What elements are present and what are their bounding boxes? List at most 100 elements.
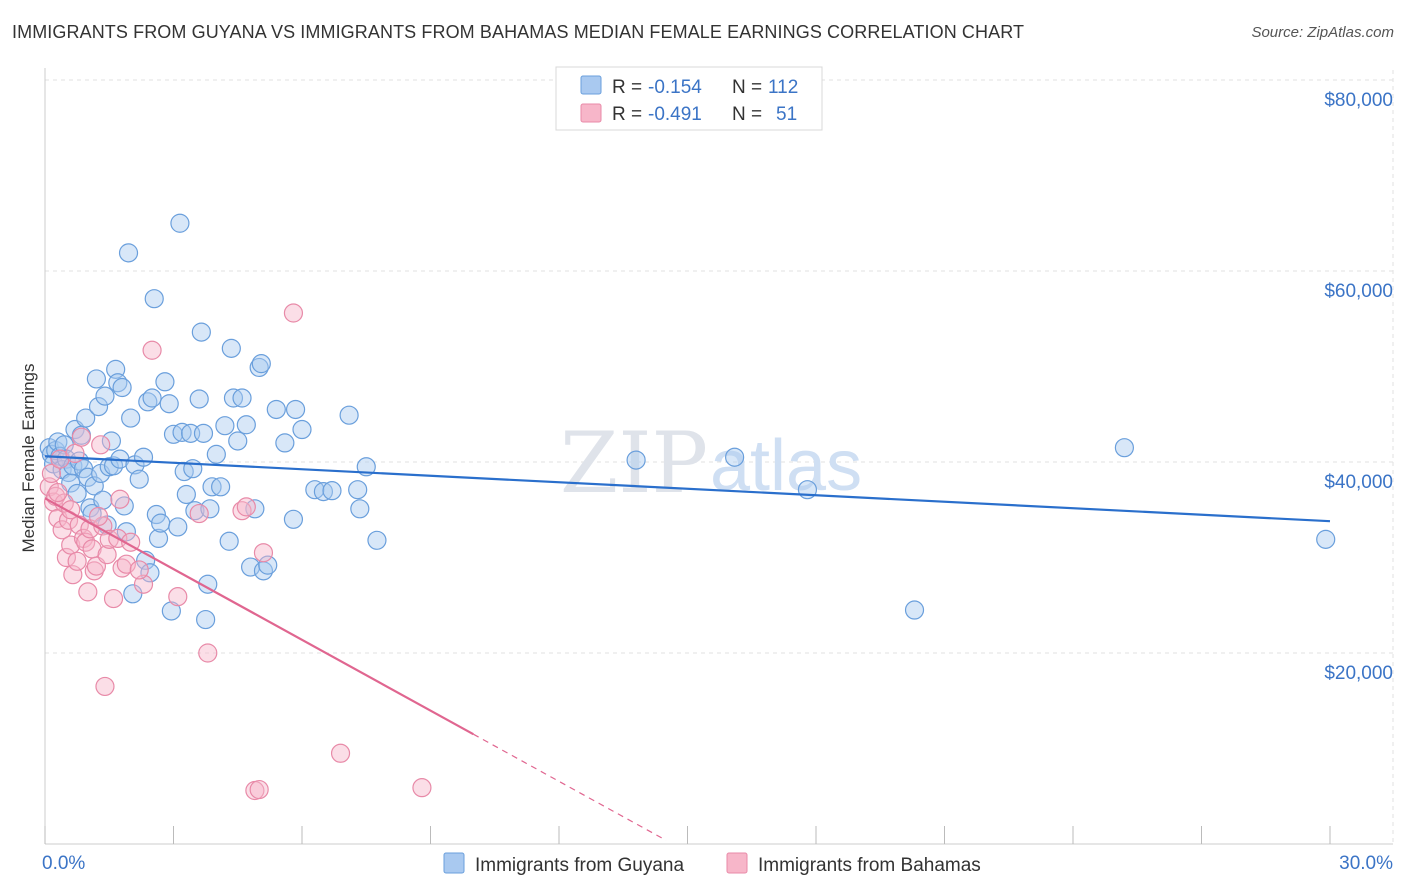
guyana-point-99 xyxy=(725,447,745,467)
guyana-point-45 xyxy=(140,563,160,583)
x-tick-label-min: 0.0% xyxy=(42,853,85,874)
bahamas-point-18 xyxy=(78,582,98,602)
guyana-point-68 xyxy=(200,499,220,519)
guyana-point-92 xyxy=(322,481,342,501)
guyana-point-53 xyxy=(161,601,181,621)
bahamas-point-43 xyxy=(253,543,274,563)
bahamas-point-35 xyxy=(142,340,162,360)
guyana-point-51 xyxy=(155,372,175,392)
bahamas-trend-extension xyxy=(473,733,667,841)
watermark: ZIP atlas xyxy=(560,414,862,512)
y-tick-labels: $20,000 $40,000 $60,000 $80,000 xyxy=(1324,90,1393,684)
legend-bahamas-swatch xyxy=(580,103,602,123)
guyana-point-26 xyxy=(95,386,115,406)
guyana-point-37 xyxy=(118,243,139,263)
guyana-point-55 xyxy=(168,517,188,537)
guyana-point-34 xyxy=(112,377,132,398)
guyana-point-71 xyxy=(211,477,231,497)
guyana-point-13 xyxy=(67,483,87,504)
bahamas-point-23 xyxy=(91,435,111,455)
bahamas-point-30 xyxy=(110,489,130,509)
guyana-point-79 xyxy=(241,557,261,577)
guyana-point-101 xyxy=(904,600,925,620)
guyana-point-21 xyxy=(84,476,104,496)
guyana-point-87 xyxy=(283,509,304,529)
legend-guyana-marker xyxy=(443,852,465,874)
y-tick-label-3: $80,000 xyxy=(1324,90,1393,111)
guyana-point-65 xyxy=(193,423,214,443)
guyana-point-22 xyxy=(86,369,107,389)
legend-bahamas-marker xyxy=(726,852,748,874)
guyana-point-70 xyxy=(206,444,226,464)
series-legend: Immigrants from Guyana Immigrants from B… xyxy=(443,852,981,876)
bahamas-point-38 xyxy=(198,643,218,663)
grid-lines xyxy=(45,70,1394,844)
guyana-point-23 xyxy=(88,397,109,417)
guyana-point-82 xyxy=(251,354,271,374)
guyana-point-66 xyxy=(196,609,216,630)
guyana-point-72 xyxy=(215,416,235,436)
guyana-point-76 xyxy=(228,431,248,451)
legend-row2-r-label: R = xyxy=(612,104,642,125)
guyana-point-64 xyxy=(191,322,211,342)
correlation-legend: R = -0.154 N = 112 R = -0.491 N = 51 xyxy=(555,66,823,131)
legend-guyana-swatch xyxy=(580,75,602,95)
y-tick-label-2: $60,000 xyxy=(1324,281,1393,302)
guyana-point-29 xyxy=(101,431,121,451)
bahamas-point-47 xyxy=(48,482,68,503)
guyana-point-94 xyxy=(348,480,368,500)
guyana-point-52 xyxy=(159,394,179,414)
bahamas-point-50 xyxy=(129,560,149,580)
bahamas-point-42 xyxy=(249,779,269,800)
guyana-point-56 xyxy=(170,213,190,233)
guyana-point-77 xyxy=(232,388,252,408)
guyana-point-97 xyxy=(367,530,387,550)
chart-title: IMMIGRANTS FROM GUYANA VS IMMIGRANTS FRO… xyxy=(12,22,1025,42)
guyana-point-38 xyxy=(121,408,141,428)
bahamas-trend-line xyxy=(44,497,474,736)
guyana-point-102 xyxy=(1114,438,1135,458)
guyana-point-48 xyxy=(146,504,166,525)
legend-row1-n-value: 112 xyxy=(768,77,798,98)
bahamas-point-1 xyxy=(41,463,62,484)
legend-row1-n-label: N = xyxy=(732,77,762,98)
y-axis-title: Median Female Earnings xyxy=(19,364,38,553)
bahamas-point-5 xyxy=(50,449,70,469)
bahamas-point-34 xyxy=(133,574,154,594)
guyana-point-88 xyxy=(285,399,306,420)
legend-row1-r-value: -0.154 xyxy=(648,77,702,98)
legend-bahamas-label: Immigrants from Bahamas xyxy=(758,855,981,876)
guyana-point-59 xyxy=(176,484,196,505)
bahamas-point-46 xyxy=(412,778,432,798)
bahamas-point-44 xyxy=(283,303,304,323)
guyana-point-25 xyxy=(93,490,113,510)
bahamas-point-49 xyxy=(88,506,109,527)
guyana-trend-line xyxy=(44,455,1331,523)
bahamas-point-8 xyxy=(56,547,77,568)
bahamas-point-26 xyxy=(97,545,117,565)
legend-row2-r-value: -0.491 xyxy=(648,104,702,125)
source-label: Source: ZipAtlas.com xyxy=(1251,24,1394,41)
guyana-point-89 xyxy=(292,419,312,440)
guyana-point-67 xyxy=(198,574,218,594)
legend-row2-n-value: 51 xyxy=(776,104,797,125)
guyana-point-84 xyxy=(258,555,278,575)
guyana-point-42 xyxy=(133,447,154,467)
guyana-point-93 xyxy=(339,405,359,425)
watermark-zip: ZIP xyxy=(560,414,708,512)
x-tick-labels: 0.0% 30.0% xyxy=(42,853,1393,874)
guyana-point-63 xyxy=(189,389,209,409)
guyana-point-46 xyxy=(142,388,162,408)
guyana-point-78 xyxy=(236,415,256,435)
guyana-point-95 xyxy=(350,499,370,519)
guyana-point-17 xyxy=(76,408,96,428)
guyana-point-47 xyxy=(144,289,164,309)
bahamas-point-12 xyxy=(65,443,85,464)
bahamas-point-28 xyxy=(103,588,124,609)
bahamas-point-45 xyxy=(330,743,351,763)
y-tick-label-0: $20,000 xyxy=(1324,663,1393,684)
guyana-point-86 xyxy=(275,433,295,453)
x-tick-label-max: 30.0% xyxy=(1339,853,1393,874)
legend-row1-r-label: R = xyxy=(612,77,642,98)
bahamas-point-25 xyxy=(95,676,115,697)
